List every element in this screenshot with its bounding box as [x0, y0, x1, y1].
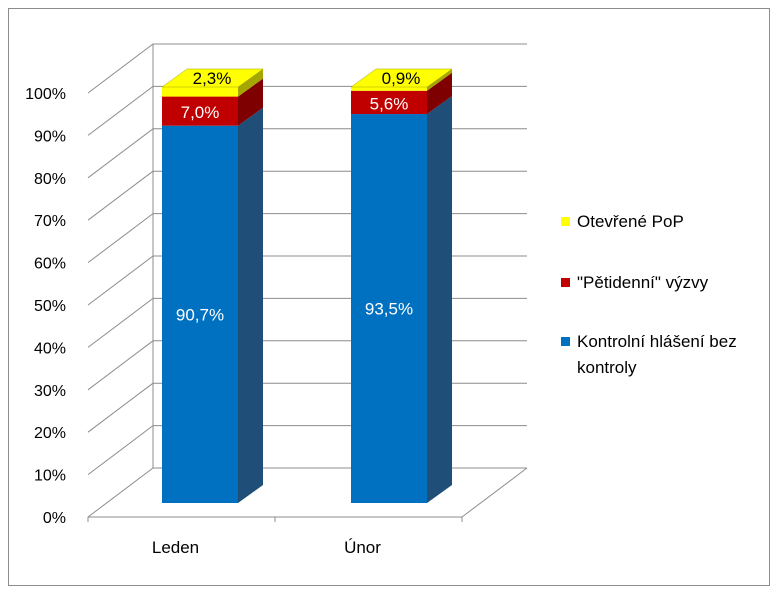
y-tick-label: 30%: [34, 383, 66, 400]
legend-swatch: [561, 278, 570, 287]
y-tick-label: 80%: [34, 171, 66, 188]
bar-top-2: [161, 68, 264, 88]
bar-side-0: [427, 96, 452, 503]
gridline-side: [87, 382, 154, 433]
data-label: 90,7%: [176, 305, 224, 324]
data-label: 93,5%: [365, 300, 413, 319]
gridline-side: [87, 298, 154, 348]
bar-side-2: [238, 69, 263, 97]
gridline-side: [87, 467, 154, 518]
legend-label: Kontrolní hlášení bez: [577, 332, 737, 351]
x-category-label: Leden: [152, 538, 199, 557]
y-tick-label: 0%: [43, 510, 66, 527]
bar-side-0: [238, 107, 263, 504]
data-label: 7,0%: [181, 103, 220, 122]
floor-right-edge: [461, 467, 528, 518]
bar-front-1: [351, 90, 427, 115]
bar-front-0: [162, 125, 238, 504]
gridline-side: [87, 213, 154, 263]
x-category-label: Únor: [344, 538, 381, 557]
gridline-side: [87, 255, 154, 306]
y-tick-label: 50%: [34, 298, 66, 315]
y-tick-label: 20%: [34, 425, 66, 442]
y-tick-label: 10%: [34, 468, 66, 485]
y-tick-label: 100%: [25, 86, 66, 103]
bar-side-2: [427, 69, 452, 91]
legend-swatch: [561, 217, 570, 226]
data-label: 0,9%: [382, 69, 421, 88]
data-label: 5,6%: [370, 94, 409, 113]
data-label: 2,3%: [193, 69, 232, 88]
gridline-side: [87, 43, 154, 94]
bar-top-2: [350, 68, 453, 88]
legend-label: Otevřené PoP: [577, 212, 684, 231]
y-tick-label: 90%: [34, 128, 66, 145]
bar-front-0: [351, 114, 427, 503]
gridline-side: [87, 340, 154, 391]
legend-label: "Pětidenní" výzvy: [577, 273, 709, 292]
bar-side-1: [238, 78, 263, 126]
y-tick-label: 70%: [34, 213, 66, 230]
y-tick-label: 40%: [34, 340, 66, 357]
y-tick-label: 60%: [34, 256, 66, 273]
gridline-side: [87, 170, 154, 221]
bar-front-2: [162, 87, 238, 97]
bar-front-1: [162, 96, 238, 126]
legend-label-cont: kontroly: [577, 358, 637, 377]
gridline-side: [87, 128, 154, 179]
gridline-side: [87, 86, 154, 136]
gridline-side: [87, 425, 154, 475]
bar-front-2: [351, 87, 427, 91]
bar-side-1: [427, 72, 452, 115]
legend-swatch: [561, 337, 570, 346]
